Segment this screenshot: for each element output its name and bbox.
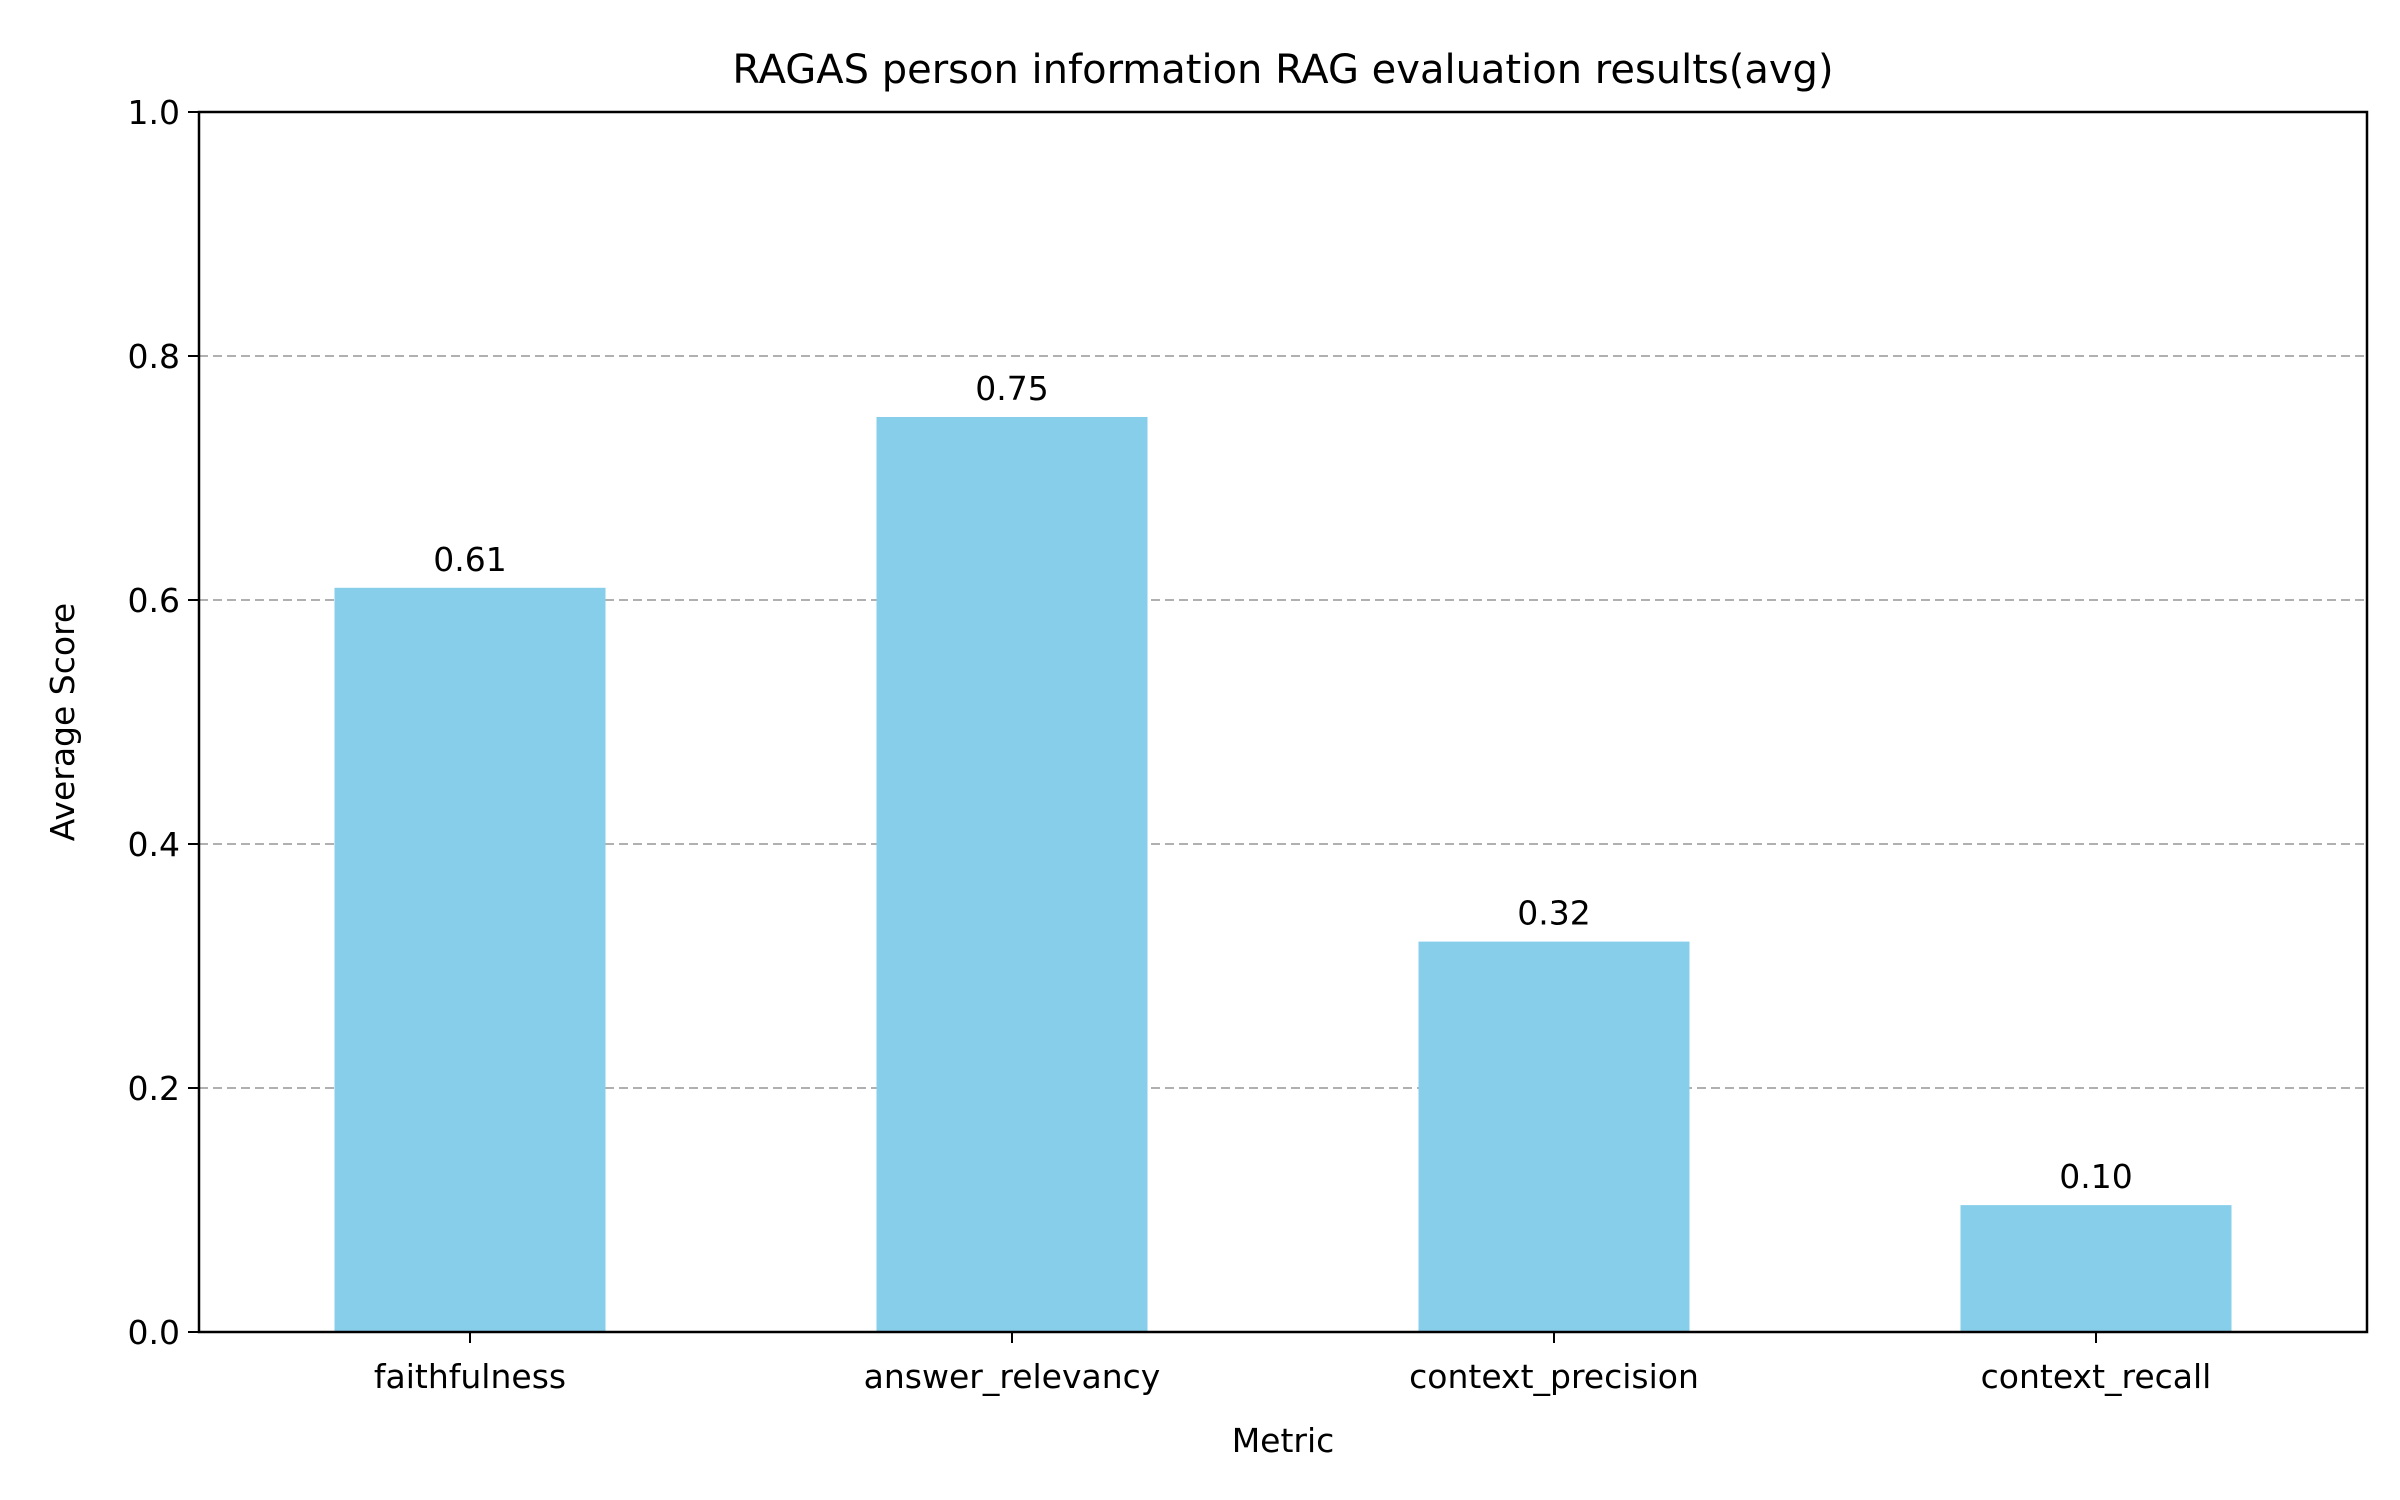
data-label: 0.75: [975, 369, 1048, 408]
plot-frame: [197, 110, 2369, 1334]
bar-faithfulness: [334, 587, 606, 1332]
data-label: 0.10: [2059, 1157, 2132, 1196]
x-tick-label: context_recall: [1981, 1357, 2212, 1396]
y-tick-label: 0.0: [128, 1313, 180, 1352]
x-tick-label: answer_relevancy: [864, 1357, 1161, 1396]
y-tick-label: 1.0: [128, 93, 180, 132]
bar-answer-relevancy: [876, 417, 1148, 1332]
y-axis-ticks: 0.0 0.2 0.4 0.6 0.8 1.0: [128, 93, 199, 1352]
bar-context-precision: [1418, 941, 1690, 1332]
y-tick-label: 0.8: [128, 337, 180, 376]
data-label: 0.32: [1517, 894, 1590, 933]
y-tick-label: 0.6: [128, 581, 180, 620]
bar-context-recall: [1960, 1205, 2232, 1332]
chart-title: RAGAS person information RAG evaluation …: [732, 47, 1833, 93]
x-tick-label: faithfulness: [374, 1357, 566, 1396]
x-axis-ticks: faithfulness answer_relevancy context_prec…: [374, 1332, 2211, 1396]
data-label-layer: 0.61 0.75 0.32 0.10: [433, 369, 2132, 1196]
y-tick-label: 0.4: [128, 825, 180, 864]
data-label: 0.61: [433, 540, 506, 579]
y-axis-label: Average Score: [43, 603, 82, 841]
grid-layer: [199, 355, 2367, 1089]
bar-layer: [334, 417, 2232, 1332]
x-tick-label: context_precision: [1409, 1357, 1699, 1396]
x-axis-label: Metric: [1232, 1421, 1335, 1460]
y-tick-label: 0.2: [128, 1069, 180, 1108]
